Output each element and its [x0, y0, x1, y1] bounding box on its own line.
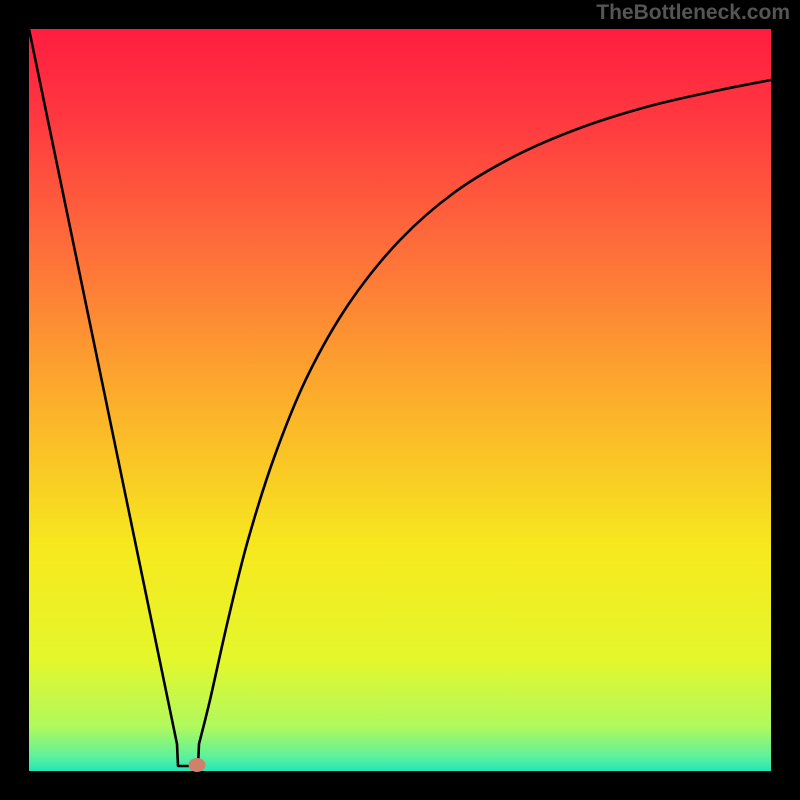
- minimum-marker: [189, 758, 206, 772]
- plot-area: [29, 29, 771, 771]
- attribution-label: TheBottleneck.com: [596, 1, 790, 25]
- bottleneck-chart: [0, 0, 800, 800]
- chart-wrapper: TheBottleneck.com: [0, 0, 800, 800]
